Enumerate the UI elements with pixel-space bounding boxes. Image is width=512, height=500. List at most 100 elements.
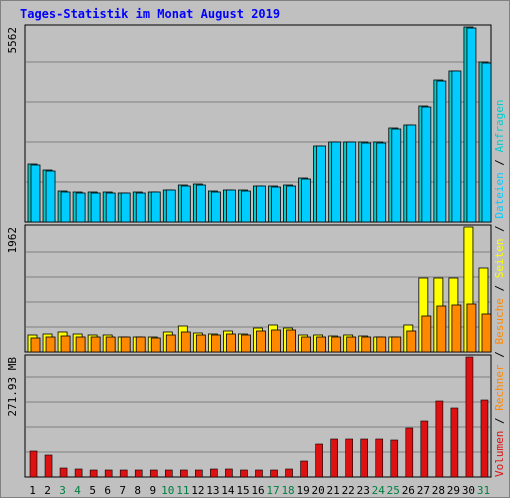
bar-besuche-day-10 bbox=[165, 334, 176, 353]
x-tick-label-day-24: 24 bbox=[372, 484, 386, 497]
bar-besuche-day-15 bbox=[241, 334, 251, 353]
bar-besuche-day-28 bbox=[436, 305, 447, 353]
bar-besuche-day-6 bbox=[105, 336, 116, 353]
x-tick-label-day-16: 16 bbox=[251, 484, 264, 497]
bar-besuche-day-11 bbox=[180, 331, 191, 353]
x-tick-label-day-5: 5 bbox=[89, 484, 96, 497]
bar-volumen-day-29 bbox=[450, 407, 459, 478]
x-tick-label-day-3: 3 bbox=[59, 484, 66, 497]
bar-volumen-day-15 bbox=[240, 469, 248, 478]
x-tick-label-day-31: 31 bbox=[477, 484, 490, 497]
legend-item-dateien: Dateien bbox=[493, 172, 506, 218]
bar-dateien-day-22 bbox=[346, 141, 357, 223]
bar-volumen-day-14 bbox=[225, 468, 233, 478]
bar-volumen-day-31 bbox=[480, 399, 489, 478]
bar-besuche-day-29 bbox=[451, 304, 462, 353]
x-tick-label-day-19: 19 bbox=[296, 484, 309, 497]
bar-dateien-day-28 bbox=[436, 80, 447, 223]
bar-volumen-day-30 bbox=[465, 356, 474, 478]
bar-besuche-day-13 bbox=[210, 334, 221, 353]
bar-besuche-day-23 bbox=[361, 336, 372, 353]
bar-dateien-day-12 bbox=[195, 184, 206, 223]
bar-volumen-day-13 bbox=[210, 468, 218, 478]
bar-dateien-day-1 bbox=[30, 164, 41, 223]
bar-besuche-day-19 bbox=[301, 336, 311, 353]
bar-volumen-day-3 bbox=[59, 467, 68, 478]
bar-dateien-day-2 bbox=[45, 170, 56, 223]
bar-dateien-day-19 bbox=[301, 178, 311, 223]
legend-item-anfragen: Anfragen bbox=[493, 99, 506, 152]
bar-dateien-day-3 bbox=[60, 191, 71, 223]
x-tick-label-day-18: 18 bbox=[281, 484, 294, 497]
bar-volumen-day-10 bbox=[164, 469, 173, 478]
x-tick-label-day-13: 13 bbox=[206, 484, 219, 497]
bar-volumen-day-7 bbox=[119, 469, 128, 478]
bar-volumen-day-1 bbox=[29, 450, 38, 478]
legend-separator: / bbox=[493, 345, 506, 365]
bar-volumen-day-4 bbox=[74, 468, 83, 478]
x-tick-label-day-22: 22 bbox=[342, 484, 355, 497]
bar-volumen-day-9 bbox=[149, 469, 158, 478]
bar-dateien-day-23 bbox=[361, 142, 372, 223]
x-tick-label-day-1: 1 bbox=[29, 484, 36, 497]
x-tick-label-day-29: 29 bbox=[447, 484, 460, 497]
bar-dateien-day-13 bbox=[210, 191, 221, 223]
bar-besuche-day-1 bbox=[30, 337, 41, 353]
bar-besuche-day-24 bbox=[376, 336, 387, 353]
bar-dateien-day-31 bbox=[481, 62, 492, 223]
bar-dateien-day-11 bbox=[180, 185, 191, 223]
bar-volumen-day-20 bbox=[315, 443, 323, 478]
y-max-label-volume: 271.93 MB bbox=[6, 357, 19, 417]
bar-besuche-day-7 bbox=[120, 336, 131, 353]
bar-volumen-day-16 bbox=[255, 469, 263, 478]
legend-item-besuche: Besuche bbox=[493, 298, 506, 344]
legend-item-seiten: Seiten bbox=[493, 239, 506, 279]
x-tick-label-day-2: 2 bbox=[44, 484, 51, 497]
x-tick-label-day-14: 14 bbox=[221, 484, 235, 497]
x-tick-label-day-15: 15 bbox=[236, 484, 249, 497]
x-tick-label-day-8: 8 bbox=[134, 484, 141, 497]
bar-dateien-day-18 bbox=[286, 185, 296, 223]
bar-besuche-day-21 bbox=[331, 336, 342, 353]
bar-besuche-day-14 bbox=[226, 333, 236, 353]
bar-besuche-day-27 bbox=[421, 315, 432, 353]
bar-volumen-day-27 bbox=[420, 420, 429, 478]
bar-volumen-day-17 bbox=[270, 469, 278, 478]
bar-besuche-day-26 bbox=[406, 330, 417, 353]
bar-dateien-day-7 bbox=[120, 192, 131, 223]
bar-volumen-day-19 bbox=[300, 460, 308, 478]
x-tick-label-day-12: 12 bbox=[191, 484, 204, 497]
bar-volumen-day-5 bbox=[89, 469, 98, 478]
bar-dateien-day-14 bbox=[226, 189, 236, 223]
bar-dateien-day-20 bbox=[316, 145, 327, 223]
x-tick-label-day-26: 26 bbox=[402, 484, 415, 497]
bar-besuche-day-9 bbox=[150, 337, 161, 353]
bar-besuche-day-30 bbox=[466, 303, 477, 353]
bar-besuche-day-8 bbox=[135, 336, 146, 353]
bar-dateien-day-17 bbox=[271, 186, 281, 223]
plot-area-volume bbox=[24, 354, 492, 478]
x-tick-label-day-10: 10 bbox=[161, 484, 174, 497]
bar-volumen-day-11 bbox=[180, 469, 188, 478]
x-tick-label-day-27: 27 bbox=[417, 484, 430, 497]
x-tick-label-day-6: 6 bbox=[104, 484, 111, 497]
bar-volumen-day-8 bbox=[134, 469, 143, 478]
bar-dateien-day-27 bbox=[421, 106, 432, 223]
x-tick-label-day-28: 28 bbox=[432, 484, 445, 497]
right-legend: Volumen / Rechner / Besuche / Seiten / D… bbox=[493, 99, 506, 477]
x-tick-label-day-20: 20 bbox=[312, 484, 325, 497]
bar-dateien-day-30 bbox=[466, 27, 477, 223]
legend-item-volumen: Volumen bbox=[493, 431, 506, 477]
y-max-label-pages-visits: 1962 bbox=[6, 227, 19, 254]
bar-volumen-day-22 bbox=[345, 438, 353, 478]
bar-dateien-day-15 bbox=[241, 190, 251, 223]
bar-dateien-day-21 bbox=[331, 141, 342, 223]
bar-dateien-day-6 bbox=[105, 192, 116, 223]
bar-besuche-day-22 bbox=[346, 336, 357, 353]
legend-item-rechner: Rechner bbox=[493, 364, 506, 411]
bar-volumen-day-18 bbox=[285, 468, 293, 478]
bar-dateien-day-29 bbox=[451, 70, 462, 223]
bar-besuche-day-4 bbox=[75, 336, 86, 353]
bar-besuche-day-25 bbox=[391, 336, 402, 353]
